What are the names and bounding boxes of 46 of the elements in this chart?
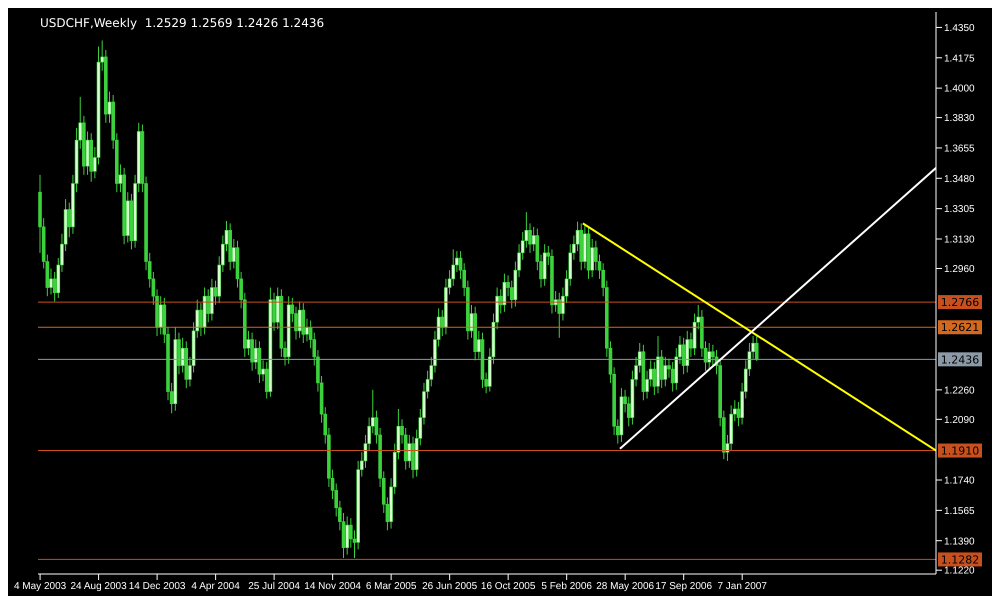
x-tick-label: 6 Mar 2005 [366, 581, 417, 592]
y-tick-label: 1.4175 [944, 53, 976, 64]
y-tick-label: 1.3305 [944, 204, 976, 216]
y-tick-label: 1.3830 [944, 113, 976, 124]
candlestick [408, 434, 412, 468]
candlestick [298, 300, 302, 338]
y-tick-label: 1.4350 [944, 22, 976, 34]
ref-line-label: 1.1910 [940, 444, 980, 458]
y-tick-label: 1.1220 [944, 566, 976, 577]
x-tick-label: 14 Dec 2003 [128, 581, 186, 592]
candlestick [206, 288, 210, 323]
ref-line-label: 1.2766 [940, 296, 980, 310]
x-tick-label: 17 Sep 2006 [655, 581, 712, 592]
chart-title: USDCHF,Weekly 1.2529 1.2569 1.2426 1.2436 [40, 16, 324, 30]
candlestick [682, 337, 686, 375]
y-tick-label: 1.2260 [944, 385, 976, 396]
candlestick [158, 296, 162, 335]
candlestick [660, 349, 664, 389]
candlestick [345, 516, 349, 556]
ref-line-label: 1.2436 [940, 353, 980, 366]
y-tick-label: 1.3655 [944, 144, 976, 154]
x-tick-label: 4 May 2003 [14, 581, 67, 592]
candlestick [502, 273, 506, 312]
x-tick-label: 4 Apr 2004 [191, 581, 240, 592]
candlestick [250, 332, 254, 372]
x-tick-label: 16 Oct 2005 [480, 581, 536, 592]
y-tick-label: 1.2090 [944, 414, 976, 426]
x-tick-label: 5 Feb 2006 [541, 581, 592, 592]
x-tick-label: 26 Jun 2005 [422, 581, 478, 592]
candlestick [754, 336, 759, 362]
candlestick [557, 292, 562, 338]
x-tick-label: 25 Jul 2004 [248, 581, 300, 592]
y-tick-label: 1.1565 [944, 506, 976, 517]
y-tick-label: 1.1390 [944, 536, 976, 548]
candlestick [664, 356, 668, 387]
x-tick-label: 7 Jan 2007 [717, 581, 768, 592]
y-tick-label: 1.2960 [944, 264, 976, 276]
y-tick-label: 1.3480 [944, 174, 976, 185]
x-tick-label: 28 May 2006 [596, 581, 655, 592]
y-tick-label: 1.3130 [944, 234, 976, 246]
ref-line-label: 1.1282 [940, 553, 980, 566]
ref-line-label: 1.2621 [940, 321, 980, 334]
y-tick-label: 1.1740 [944, 476, 976, 487]
x-tick-label: 14 Nov 2004 [304, 581, 362, 592]
x-tick-label: 24 Aug 2003 [70, 581, 128, 592]
y-tick-label: 1.4000 [944, 84, 976, 95]
